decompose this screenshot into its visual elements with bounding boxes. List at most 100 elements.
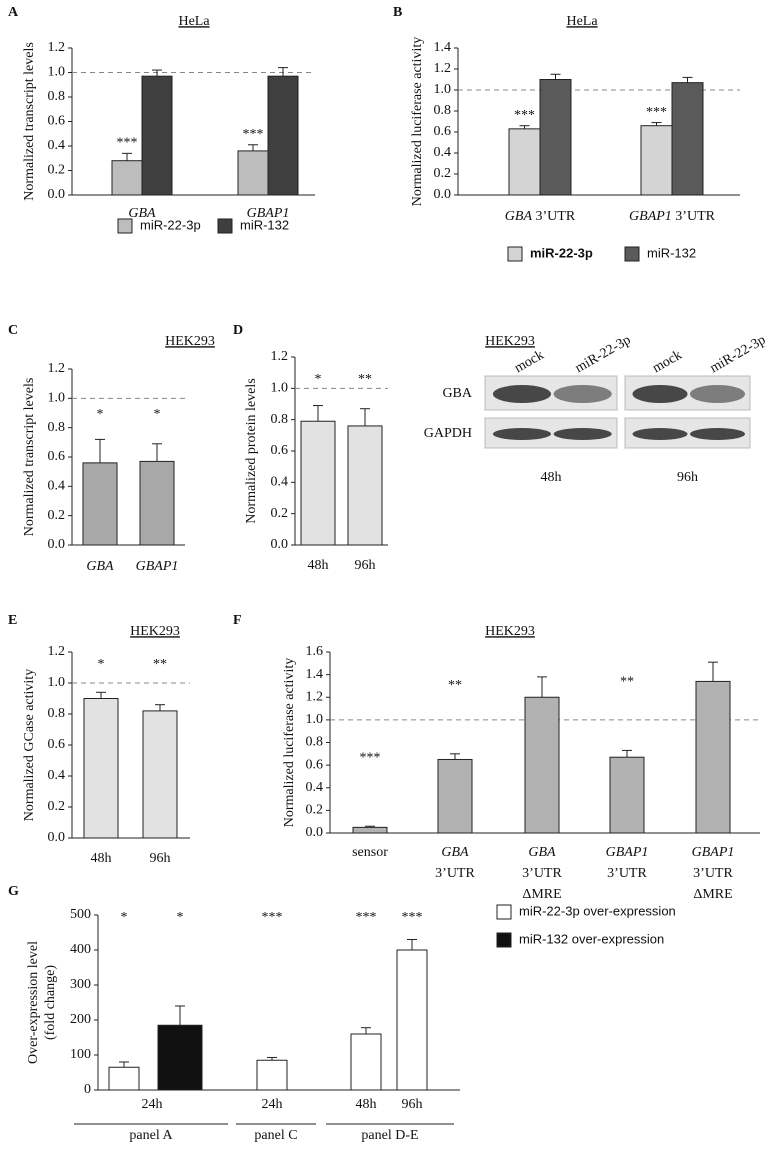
y-axis-label: Over-expression level bbox=[26, 941, 41, 1064]
y-tick-label: 0.2 bbox=[48, 163, 66, 178]
bar bbox=[300, 420, 336, 546]
significance-label: ** bbox=[153, 657, 167, 672]
lane-label: miR-22-3p bbox=[573, 333, 634, 377]
x-tick-label: GBA bbox=[128, 206, 156, 221]
legend-swatch bbox=[507, 246, 523, 262]
bar bbox=[139, 460, 175, 546]
error-bar bbox=[519, 125, 530, 129]
bar bbox=[108, 1066, 140, 1091]
panel-title: HeLa bbox=[178, 14, 210, 29]
significance-label: *** bbox=[514, 108, 535, 123]
y-tick-label: 1.2 bbox=[48, 361, 66, 376]
x-tick-label: GBAP1 bbox=[606, 845, 649, 860]
x-tick-label: 96h bbox=[402, 1097, 423, 1112]
group-label: panel C bbox=[254, 1128, 297, 1143]
x-tick-label: GBAP1 bbox=[247, 206, 290, 221]
group-label: panel D-E bbox=[361, 1128, 418, 1143]
x-tick-label: GBA bbox=[441, 845, 469, 860]
significance-label: *** bbox=[646, 105, 667, 120]
significance-label: * bbox=[154, 407, 161, 422]
error-bar bbox=[96, 691, 106, 699]
significance-label: * bbox=[97, 407, 104, 422]
y-tick-label: 1.6 bbox=[306, 644, 324, 659]
x-tick-label-part: GBAP1 bbox=[629, 209, 672, 224]
x-tick-label-part: 3’UTR bbox=[532, 209, 576, 224]
legend-swatch bbox=[496, 932, 512, 948]
y-tick-label: 0.8 bbox=[48, 420, 66, 435]
error-bar bbox=[267, 1056, 277, 1061]
error-bar bbox=[622, 749, 632, 758]
error-bar bbox=[651, 122, 662, 126]
y-axis-label: Normalized protein levels bbox=[244, 378, 259, 523]
y-tick-label: 500 bbox=[70, 907, 91, 922]
panel-title: HEK293 bbox=[485, 624, 535, 639]
bar bbox=[640, 125, 673, 196]
y-tick-label: 0.2 bbox=[434, 166, 452, 181]
lane-label: miR-22-3p bbox=[708, 333, 769, 377]
bar bbox=[609, 756, 645, 834]
y-tick-label: 0.2 bbox=[271, 506, 289, 521]
x-tick-label: 3’UTR bbox=[435, 866, 475, 881]
panel-letter: G bbox=[8, 884, 19, 899]
error-bar bbox=[175, 1005, 185, 1026]
legend-label: miR-132 bbox=[240, 217, 289, 232]
error-bar bbox=[155, 704, 165, 711]
error-bar bbox=[550, 73, 561, 80]
y-tick-label: 200 bbox=[70, 1012, 91, 1027]
y-tick-label: 0.8 bbox=[271, 412, 289, 427]
error-bar bbox=[122, 152, 132, 161]
legend-label: miR-22-3p bbox=[140, 217, 201, 232]
blot-band bbox=[553, 385, 612, 403]
error-bar bbox=[360, 408, 370, 426]
y-tick-label: 1.0 bbox=[48, 65, 66, 80]
y-axis-label: Normalized GCase activity bbox=[22, 669, 37, 821]
y-tick-label: 0 bbox=[84, 1082, 91, 1097]
error-bar bbox=[278, 67, 288, 77]
error-bar bbox=[450, 753, 460, 760]
error-bar bbox=[682, 76, 693, 83]
panel-letter: D bbox=[233, 323, 243, 338]
blot-band bbox=[690, 385, 745, 403]
y-tick-label: 0.0 bbox=[48, 830, 66, 845]
y-axis-label: Normalized transcript levels bbox=[22, 378, 37, 537]
timepoint-label: 48h bbox=[541, 470, 562, 485]
legend-swatch bbox=[217, 218, 233, 234]
panel-letter: A bbox=[8, 5, 19, 20]
significance-label: *** bbox=[402, 910, 423, 925]
protein-label: GAPDH bbox=[424, 426, 472, 441]
y-tick-label: 1.2 bbox=[48, 644, 66, 659]
significance-label: *** bbox=[356, 910, 377, 925]
y-axis-label: Normalized transcript levels bbox=[22, 42, 37, 201]
panel-letter: C bbox=[8, 323, 18, 338]
y-tick-label: 0.8 bbox=[306, 735, 324, 750]
y-tick-label: 0.4 bbox=[48, 479, 66, 494]
legend-swatch bbox=[624, 246, 640, 262]
x-tick-label-part: GBA bbox=[505, 209, 533, 224]
x-tick-label: GBAP1 bbox=[692, 845, 735, 860]
bar bbox=[524, 696, 560, 834]
significance-label: ** bbox=[448, 678, 462, 693]
bar bbox=[157, 1024, 203, 1091]
x-tick-label: GBAP1 3’UTR bbox=[629, 209, 716, 224]
y-tick-label: 0.4 bbox=[434, 145, 452, 160]
x-tick-label: 48h bbox=[91, 851, 112, 866]
x-tick-label: 3’UTR bbox=[522, 866, 562, 881]
x-tick-label: GBAP1 bbox=[136, 559, 179, 574]
x-tick-label: GBA bbox=[528, 845, 556, 860]
y-tick-label: 1.2 bbox=[306, 689, 324, 704]
bar bbox=[237, 150, 269, 196]
x-tick-label-part: 3’UTR bbox=[672, 209, 716, 224]
panel-title: HEK293 bbox=[130, 624, 180, 639]
y-tick-label: 1.0 bbox=[271, 381, 289, 396]
y-tick-label: 0.6 bbox=[48, 449, 66, 464]
y-tick-label: 0.4 bbox=[306, 780, 324, 795]
panel-letter: E bbox=[8, 613, 17, 628]
y-tick-label: 0.4 bbox=[271, 475, 289, 490]
y-tick-label: 0.0 bbox=[48, 187, 66, 202]
x-tick-label: 48h bbox=[308, 558, 329, 573]
lane-label: mock bbox=[650, 348, 684, 377]
significance-label: *** bbox=[117, 136, 138, 151]
panel-letter: B bbox=[393, 5, 402, 20]
panel-title: HEK293 bbox=[165, 334, 215, 349]
